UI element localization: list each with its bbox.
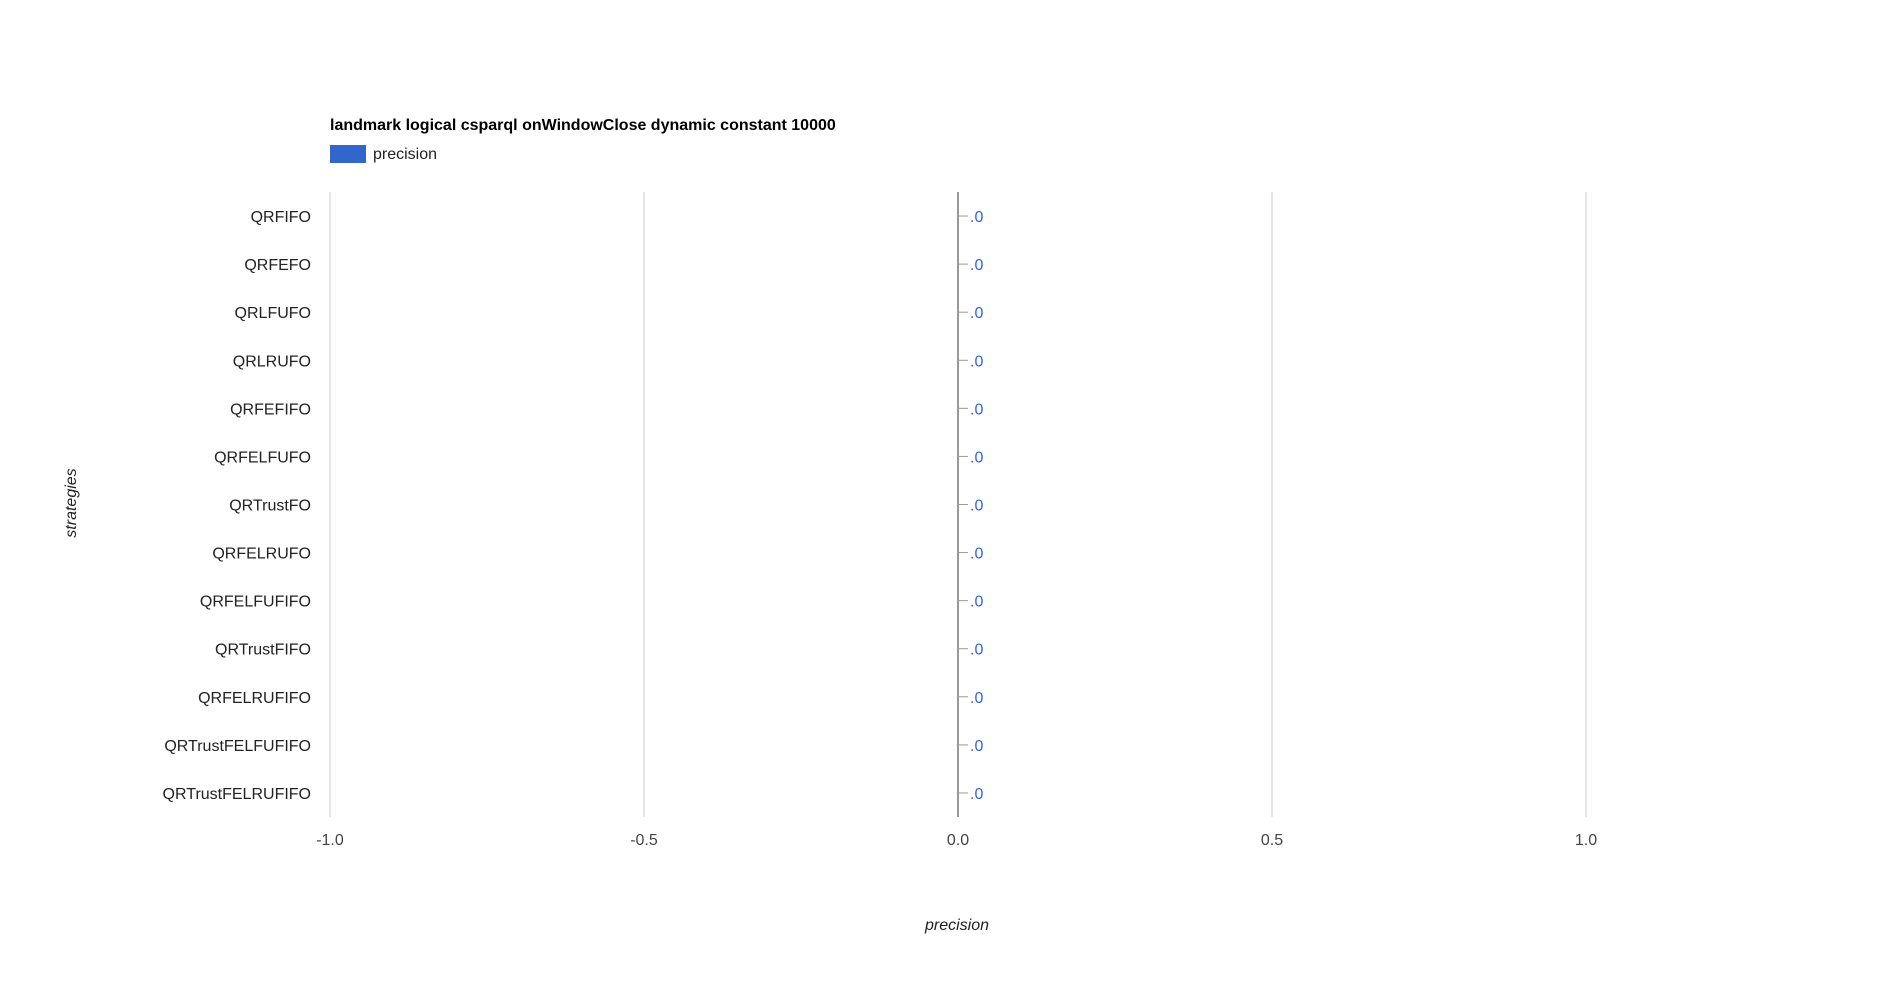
category-label: QRTrustFELFUFIFO — [164, 738, 311, 755]
data-label: .0 — [970, 786, 983, 803]
data-label: .0 — [970, 498, 983, 515]
legend-label: precision — [373, 146, 437, 163]
data-label: .0 — [970, 690, 983, 707]
category-label: QRLRUFO — [233, 353, 311, 370]
category-label: QRFIFO — [251, 209, 311, 226]
legend[interactable]: precision — [330, 145, 437, 163]
data-label: .0 — [970, 546, 983, 563]
gridlines — [329, 192, 1587, 817]
category-label: QRFELFUFO — [214, 449, 311, 466]
category-label: QRFELFUFIFO — [200, 594, 311, 611]
x-axis-title: precision — [924, 917, 989, 934]
data-labels: .0 .0 .0 .0 .0 .0 .0 .0 .0 .0 .0 .0 .0 — [958, 209, 983, 803]
category-label: QRFELRUFIFO — [198, 690, 311, 707]
data-label: .0 — [970, 642, 983, 659]
category-label: QRLFUFO — [235, 305, 311, 322]
category-label: QRTrustFO — [229, 498, 311, 515]
data-label: .0 — [970, 257, 983, 274]
x-tick-label: -0.5 — [630, 832, 658, 849]
data-label: .0 — [970, 305, 983, 322]
y-axis-title: strategies — [63, 468, 80, 537]
category-label: QRFEFO — [244, 257, 311, 274]
category-labels: QRFIFO QRFEFO QRLFUFO QRLRUFO QRFEFIFO QRFELF… — [163, 209, 311, 803]
x-tick-label: 1.0 — [1575, 832, 1597, 849]
data-label: .0 — [970, 449, 983, 466]
data-label: .0 — [970, 209, 983, 226]
x-tick-label: -1.0 — [316, 832, 344, 849]
x-tick-labels: -1.0 -0.5 0.0 0.5 1.0 — [316, 832, 1597, 849]
x-tick-label: 0.0 — [947, 832, 969, 849]
data-label: .0 — [970, 594, 983, 611]
data-label: .0 — [970, 353, 983, 370]
data-label: .0 — [970, 738, 983, 755]
x-tick-label: 0.5 — [1261, 832, 1283, 849]
data-label: .0 — [970, 401, 983, 418]
category-label: QRFELRUFO — [212, 546, 311, 563]
category-label: QRFEFIFO — [230, 401, 311, 418]
legend-swatch — [330, 145, 366, 163]
chart-title: landmark logical csparql onWindowClose d… — [330, 117, 836, 134]
category-label: QRTrustFELRUFIFO — [163, 786, 311, 803]
category-label: QRTrustFIFO — [215, 642, 311, 659]
